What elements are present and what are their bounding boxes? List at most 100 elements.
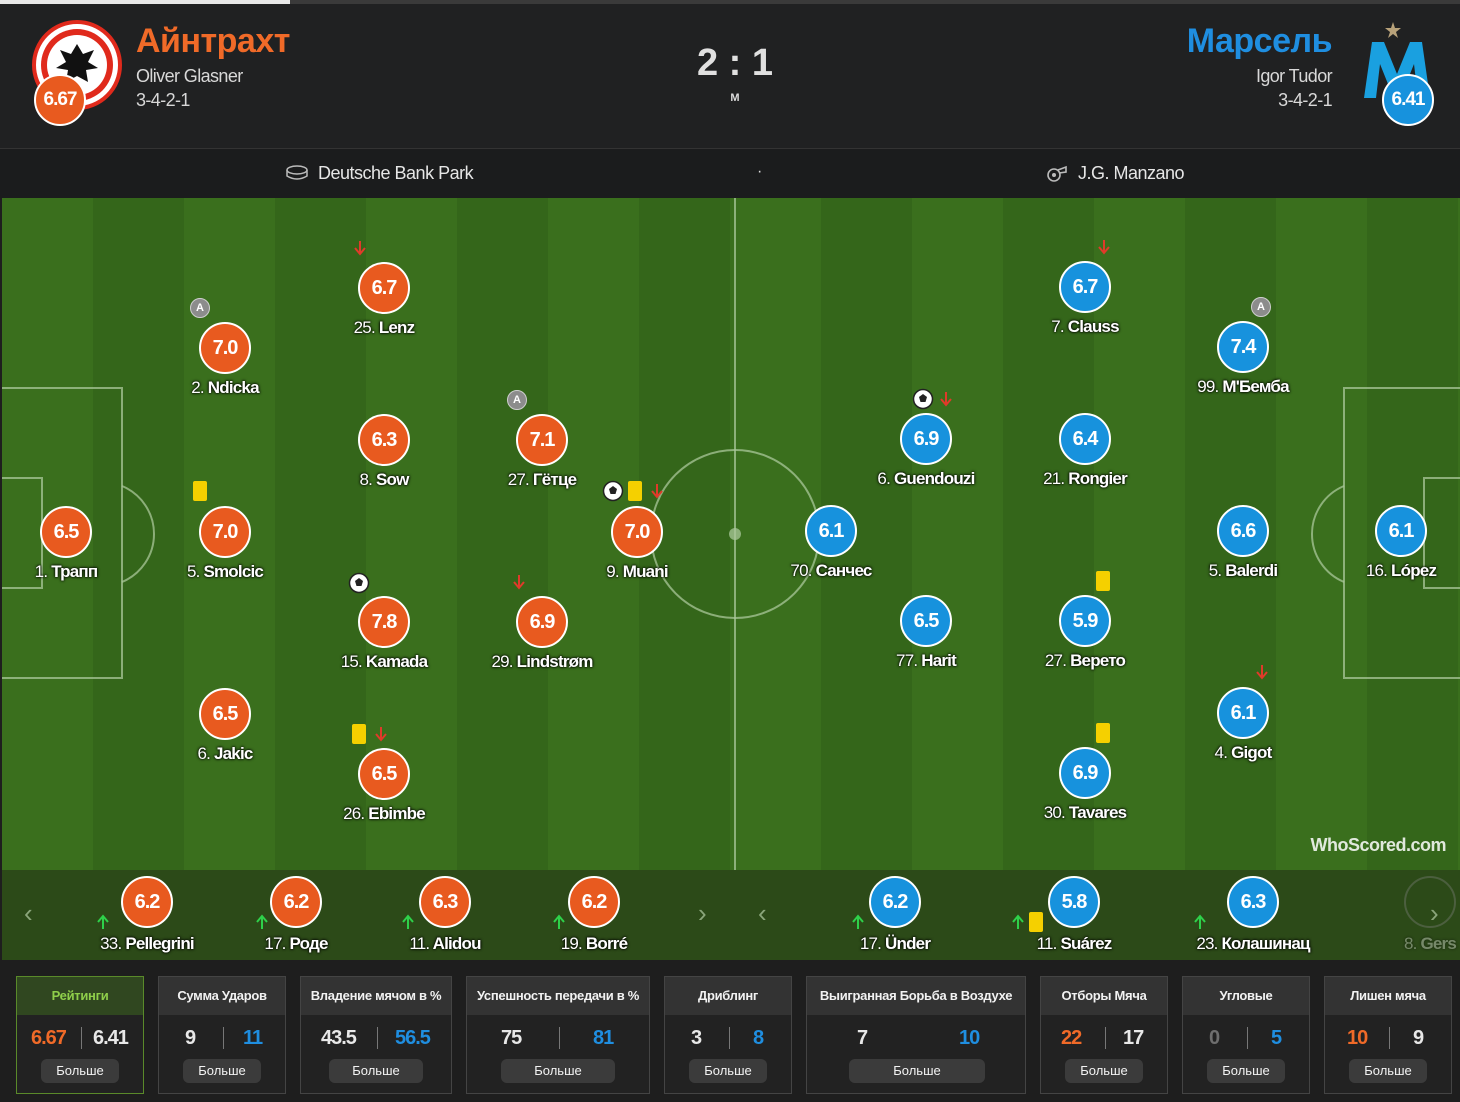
stat-divider [559,1027,560,1049]
subbed-off-arrow-icon [1256,665,1268,680]
more-button[interactable]: Больше [183,1059,261,1083]
sub-kolasinac[interactable]: 6.3 23. Колашинац [1183,876,1323,954]
away-team-name[interactable]: Марсель [1186,22,1333,60]
home-team-rating: 6.67 [34,74,86,126]
stat-tackles[interactable]: Отборы Мяча 22 17 Больше [1040,976,1168,1094]
stat-divider [223,1027,224,1049]
player-rating: 6.2 [568,876,620,928]
player-number: 30. [1043,803,1066,822]
player-ndicka[interactable]: 7.0 2. Ndicka [165,322,285,398]
player-rating: 6.1 [1217,687,1269,739]
home-bench-next-button[interactable]: › [698,898,707,928]
player-lopez[interactable]: 6.1 16. López [1341,505,1460,581]
more-button[interactable]: Больше [1349,1059,1427,1083]
yellow-card-icon [1096,723,1110,743]
player-number: 6. [197,744,211,763]
sub-rode[interactable]: 6.2 17. Роде [226,876,366,954]
home-team-name[interactable]: Айнтрахт [136,22,290,60]
player-rating: 6.2 [270,876,322,928]
sub-alidou[interactable]: 6.3 11. Alidou [375,876,515,954]
stat-divider [81,1027,82,1049]
player-rongier[interactable]: 6.4 21. Rongier [1025,413,1145,489]
match-header: 6.67 Айнтрахт Oliver Glasner 3-4-2-1 2 :… [0,0,1460,148]
match-info-bar: Deutsche Bank Park · J.G. Manzano [0,148,1460,198]
sub-pellegrini[interactable]: 6.2 33. Pellegrini [77,876,217,954]
more-button[interactable]: Больше [1065,1059,1143,1083]
player-name: Gigot [1231,743,1272,762]
player-rating: 6.5 [358,748,410,800]
player-sanchez[interactable]: 6.1 70. Санчес [771,505,891,581]
player-name: Balerdi [1225,561,1278,580]
player-rating: 6.6 [1217,505,1269,557]
subbed-off-arrow-icon [375,727,387,742]
more-button[interactable]: Больше [849,1059,985,1083]
stat-possession[interactable]: Владение мячом в % 43.5 56.5 Больше [300,976,452,1094]
player-ebimbe[interactable]: 6.5 26. Ebimbe [324,748,444,824]
player-rating: 6.5 [199,688,251,740]
stat-ratings[interactable]: Рейтинги 6.67 6.41 Больше [16,976,144,1094]
subbed-on-arrow-icon [852,914,864,929]
player-gotze[interactable]: 7.1 27. Гётце [482,414,602,490]
player-name: М'Бемба [1222,377,1289,396]
sub-borre[interactable]: 6.2 19. Borré [524,876,664,954]
stat-corners[interactable]: Угловые 0 5 Больше [1182,976,1310,1094]
away-bench-prev-button[interactable]: ‹ [758,898,767,928]
player-jakic[interactable]: 6.5 6. Jakic [165,688,285,764]
more-button[interactable]: Больше [1207,1059,1285,1083]
team-stats-bar: Рейтинги 6.67 6.41 Больше Сумма Ударов 9… [0,960,1460,1102]
player-mbemba[interactable]: 7.4 99. М'Бемба [1183,321,1303,397]
sub-gerson[interactable]: 8. Gers [1360,876,1460,954]
player-rating: 6.1 [805,505,857,557]
player-guendouzi[interactable]: 6.9 6. Guendouzi [866,413,986,489]
player-lindstrom[interactable]: 6.9 29. Lindstrøm [482,596,602,672]
player-number: 70. [790,561,812,580]
stat-total-shots[interactable]: Сумма Ударов 9 11 Больше [158,976,286,1094]
more-button[interactable]: Больше [689,1059,767,1083]
player-kamada[interactable]: 7.8 15. Kamada [324,596,444,672]
more-button[interactable]: Больше [329,1059,423,1083]
player-number: 15. [340,652,363,671]
home-formation: 3-4-2-1 [136,90,190,110]
stat-home-value: 10 [1347,1027,1368,1049]
player-rating [1404,876,1456,928]
stat-dispossessed[interactable]: Лишен мяча 10 9 Больше [1324,976,1452,1094]
player-harit[interactable]: 6.5 77. Harit [866,595,986,671]
player-number: 7. [1051,317,1064,336]
stat-away-value: 6.41 [93,1027,129,1049]
subbed-on-arrow-icon [1012,914,1024,929]
player-name: Gers [1420,934,1457,953]
player-name: Гётце [532,470,577,489]
stat-away-value: 81 [593,1027,614,1049]
player-name: Borré [585,934,628,953]
player-sow[interactable]: 6.3 8. Sow [324,414,444,490]
stat-title: Угловые [1183,977,1309,1015]
player-rating: 5.8 [1048,876,1100,928]
pitch: 6.5 1. Трапп 7.0 2. Ndicka 7.0 5. Smolci… [2,198,1460,870]
player-smolcic[interactable]: 7.0 5. Smolcic [165,506,285,582]
more-button[interactable]: Больше [501,1059,615,1083]
player-rating: 7.1 [516,414,568,466]
sub-suarez[interactable]: 5.8 11. Suárez [1004,876,1144,954]
stat-title: Лишен мяча [1325,977,1451,1015]
player-tavares[interactable]: 6.9 30. Tavares [1025,747,1145,823]
away-crest-icon[interactable] [1352,18,1442,108]
player-name: Suárez [1060,934,1112,953]
player-rating: 7.4 [1217,321,1269,373]
sub-under[interactable]: 6.2 17. Ünder [825,876,965,954]
player-veretout[interactable]: 5.9 27. Верето [1025,595,1145,671]
home-bench-prev-button[interactable]: ‹ [24,898,33,928]
more-button[interactable]: Больше [41,1059,119,1083]
player-number: 6. [877,469,890,488]
player-name: López [1391,561,1437,580]
stat-dribbles[interactable]: Дриблинг 3 8 Больше [664,976,792,1094]
player-lenz[interactable]: 6.7 25. Lenz [324,262,444,338]
player-trapp[interactable]: 6.5 1. Трапп [6,506,126,582]
stat-aerials-won[interactable]: Выигранная Борьба в Воздухе 7 10 Больше [806,976,1026,1094]
stat-pass-success[interactable]: Успешность передачи в % 75 81 Больше [466,976,650,1094]
player-clauss[interactable]: 6.7 7. Clauss [1025,261,1145,337]
player-gigot[interactable]: 6.1 4. Gigot [1183,687,1303,763]
stat-divider [917,1027,918,1049]
player-number: 26. [343,804,365,823]
player-muani[interactable]: 7.0 9. Muani [577,506,697,582]
player-balerdi[interactable]: 6.6 5. Balerdi [1183,505,1303,581]
